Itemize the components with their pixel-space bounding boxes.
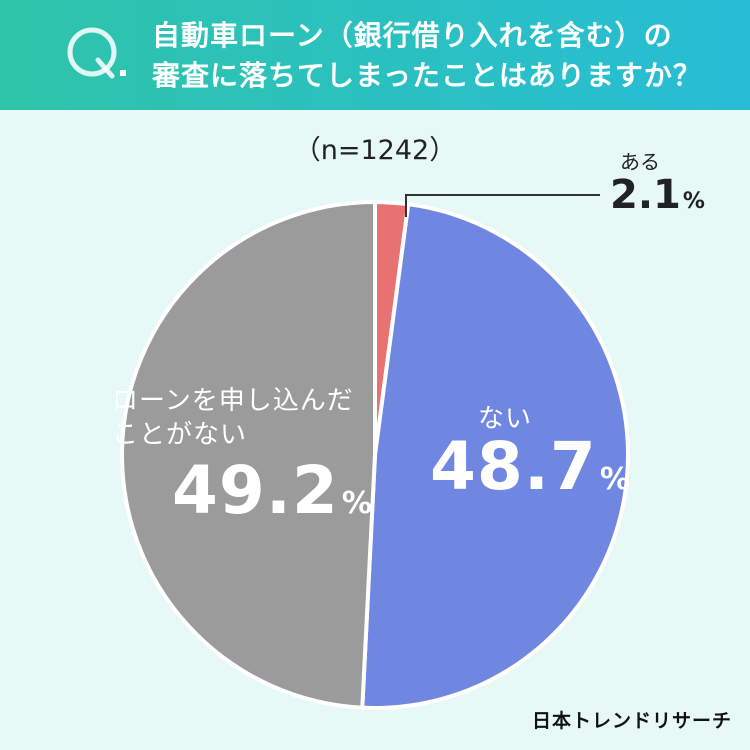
question-banner: 自動車ローン（銀行借り入れを含む）の 審査に落ちてしまったことはありますか？ [0, 0, 750, 110]
slice-label-never-line-1: ローンを申し込んだ [112, 386, 354, 416]
pie-slice-nai [360, 202, 630, 710]
pie-slice-never [120, 200, 377, 710]
slice-label-nai: ない [478, 404, 533, 434]
brand-logo-text: 日本トレンドリサーチ [531, 710, 732, 732]
slice-value-aru: 2.1% [610, 172, 705, 218]
q-letter-icon [67, 27, 126, 79]
question-text: 自動車ローン（銀行借り入れを含む）の 審査に落ちてしまったことはありますか？ [152, 16, 732, 96]
slice-value-nai-unit: % [599, 462, 631, 497]
slice-value-nai-number: 48.7 [430, 428, 597, 505]
question-line-2: 審査に落ちてしまったことはありますか？ [152, 59, 702, 92]
slice-value-never-unit: % [341, 486, 373, 521]
slice-label-never: ローンを申し込んだ ことがない [112, 384, 354, 452]
slice-label-never-line-2: ことがない [112, 420, 248, 450]
slice-label-aru: ある [620, 150, 660, 174]
sample-size: （n=1242） [293, 135, 457, 166]
question-line-1: 自動車ローン（銀行借り入れを含む）の [152, 19, 673, 52]
slice-value-aru-unit: % [682, 189, 705, 214]
slice-value-never: 49.2% [172, 452, 373, 529]
slice-value-nai: 48.7% [430, 428, 631, 505]
aru-leader-line [405, 194, 600, 217]
slice-value-never-number: 49.2 [172, 452, 339, 529]
slice-value-aru-number: 2.1 [610, 172, 681, 218]
